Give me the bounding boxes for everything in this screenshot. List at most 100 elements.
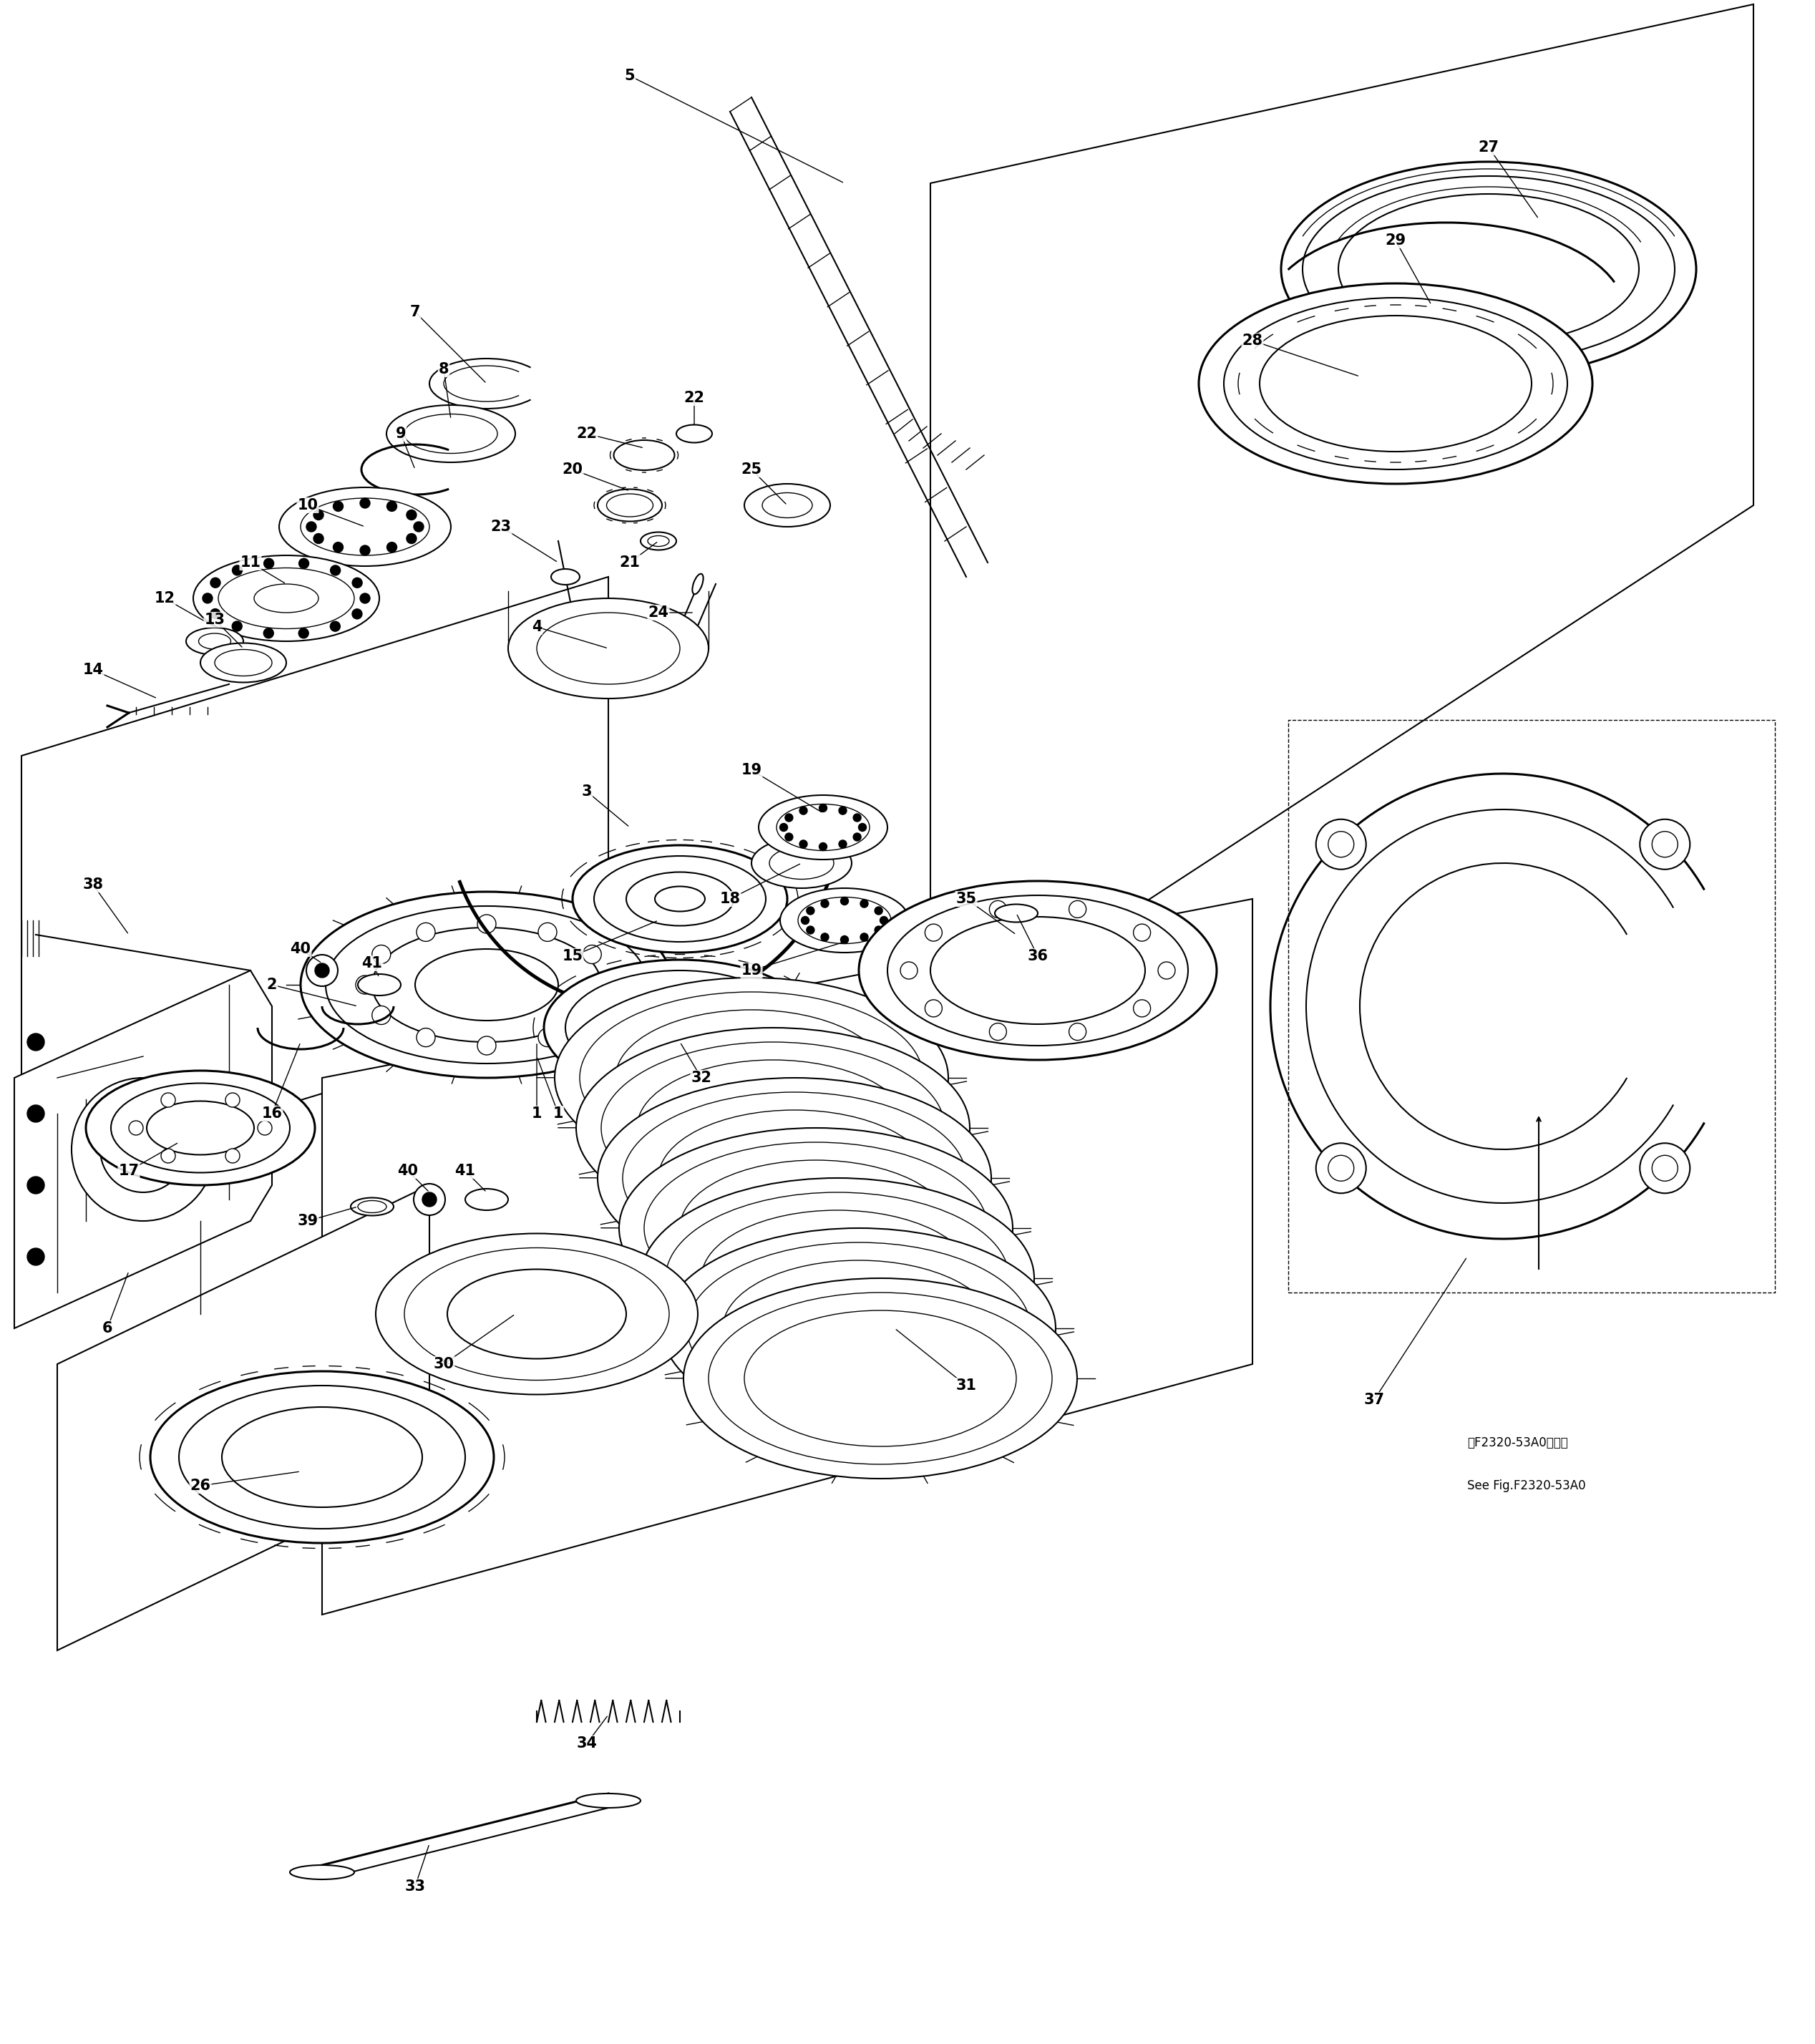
Circle shape	[1639, 820, 1690, 869]
Circle shape	[875, 926, 882, 934]
Circle shape	[330, 566, 341, 574]
Ellipse shape	[151, 1372, 494, 1543]
Circle shape	[853, 834, 860, 840]
Text: 37: 37	[1363, 1392, 1385, 1406]
Text: 13: 13	[205, 613, 225, 628]
Text: 38: 38	[83, 877, 103, 891]
Ellipse shape	[688, 1243, 1031, 1414]
Ellipse shape	[681, 1161, 951, 1296]
Ellipse shape	[218, 568, 354, 630]
Ellipse shape	[537, 613, 681, 685]
Circle shape	[477, 1036, 495, 1055]
Polygon shape	[22, 576, 608, 1186]
Circle shape	[125, 1132, 162, 1167]
Ellipse shape	[701, 1210, 973, 1347]
Ellipse shape	[597, 1077, 991, 1278]
Ellipse shape	[626, 873, 733, 926]
Ellipse shape	[552, 568, 579, 585]
Circle shape	[71, 1077, 214, 1220]
Text: 2: 2	[267, 977, 278, 991]
Text: 39: 39	[298, 1214, 318, 1228]
Ellipse shape	[301, 499, 430, 556]
Text: 6: 6	[102, 1320, 113, 1335]
Text: 1: 1	[554, 1106, 563, 1120]
Circle shape	[352, 609, 363, 619]
Text: 41: 41	[456, 1163, 476, 1177]
Ellipse shape	[192, 556, 379, 642]
Ellipse shape	[387, 405, 515, 462]
Circle shape	[819, 803, 828, 811]
Circle shape	[1316, 820, 1367, 869]
Circle shape	[387, 542, 397, 552]
Ellipse shape	[575, 1028, 969, 1228]
Text: 18: 18	[719, 891, 741, 905]
Circle shape	[334, 542, 343, 552]
Ellipse shape	[692, 574, 702, 595]
Ellipse shape	[597, 489, 662, 521]
Ellipse shape	[655, 887, 704, 912]
Circle shape	[806, 908, 815, 914]
Ellipse shape	[666, 1192, 1009, 1363]
Ellipse shape	[254, 585, 318, 613]
Text: 33: 33	[405, 1878, 425, 1893]
Circle shape	[840, 936, 848, 944]
Text: 34: 34	[577, 1735, 597, 1750]
Circle shape	[416, 1028, 436, 1047]
Ellipse shape	[623, 1091, 966, 1263]
Circle shape	[299, 628, 309, 638]
Circle shape	[875, 908, 882, 914]
Text: 41: 41	[361, 957, 383, 971]
Circle shape	[599, 975, 617, 993]
Text: 32: 32	[692, 1071, 711, 1085]
Circle shape	[989, 901, 1007, 918]
Ellipse shape	[198, 634, 231, 650]
Circle shape	[258, 1120, 272, 1134]
Text: See Fig.F2320-53A0: See Fig.F2320-53A0	[1467, 1480, 1586, 1492]
Text: 22: 22	[577, 427, 597, 442]
Circle shape	[359, 499, 370, 509]
Ellipse shape	[465, 1190, 508, 1210]
Ellipse shape	[214, 650, 272, 677]
Ellipse shape	[544, 961, 817, 1096]
Ellipse shape	[566, 971, 795, 1085]
Circle shape	[263, 628, 274, 638]
Text: 3: 3	[581, 785, 592, 799]
Ellipse shape	[780, 889, 909, 953]
Text: 40: 40	[397, 1163, 417, 1177]
Circle shape	[100, 1106, 187, 1192]
Ellipse shape	[416, 948, 559, 1020]
Circle shape	[407, 509, 416, 519]
Circle shape	[853, 814, 860, 822]
Circle shape	[232, 566, 241, 574]
Circle shape	[880, 916, 888, 924]
Circle shape	[225, 1094, 240, 1108]
Ellipse shape	[1281, 161, 1697, 376]
Ellipse shape	[722, 1261, 995, 1396]
Circle shape	[352, 578, 363, 589]
Text: 19: 19	[741, 963, 762, 977]
Text: 24: 24	[648, 605, 668, 619]
Circle shape	[1329, 832, 1354, 856]
Text: 31: 31	[957, 1378, 976, 1392]
Circle shape	[839, 807, 846, 816]
Ellipse shape	[372, 928, 601, 1042]
Circle shape	[583, 1006, 601, 1024]
Text: 1: 1	[532, 1106, 543, 1120]
Ellipse shape	[644, 1143, 987, 1314]
Circle shape	[1639, 1143, 1690, 1194]
Ellipse shape	[187, 628, 243, 654]
Ellipse shape	[777, 803, 869, 850]
Ellipse shape	[376, 1233, 697, 1394]
Circle shape	[860, 934, 868, 940]
Text: 30: 30	[434, 1357, 454, 1372]
Polygon shape	[15, 971, 272, 1329]
Circle shape	[307, 955, 338, 985]
Circle shape	[583, 944, 601, 963]
Text: 29: 29	[1385, 233, 1407, 247]
Circle shape	[372, 944, 390, 963]
Polygon shape	[58, 1186, 430, 1650]
Ellipse shape	[762, 493, 813, 517]
Ellipse shape	[662, 1228, 1056, 1429]
Circle shape	[1069, 901, 1085, 918]
Circle shape	[27, 1249, 44, 1265]
